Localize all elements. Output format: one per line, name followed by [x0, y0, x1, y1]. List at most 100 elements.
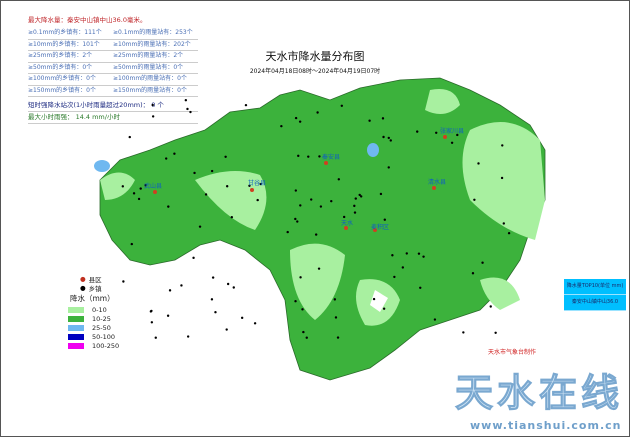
town-marker	[382, 307, 386, 310]
town-marker	[226, 282, 230, 286]
short-heavy-rain: 短时强降水站次(1小时雨量超过20mm)： 0 个	[28, 100, 198, 112]
town-marker	[232, 286, 235, 289]
town-marker	[401, 266, 405, 269]
town-marker	[121, 185, 125, 188]
town-marker	[224, 155, 227, 159]
stats-cell: ≥10mm的乡镇有：101个	[28, 40, 100, 48]
town-marker	[168, 289, 172, 292]
town-marker	[294, 189, 298, 192]
top10-item: 秦安中山镇中山36.0	[564, 295, 626, 310]
stats-cell: ≥25mm的雨量站有：2个	[113, 52, 184, 59]
town-marker	[307, 155, 310, 158]
town-marker	[387, 136, 390, 140]
stats-cell: ≥10mm的雨量站有：202个	[113, 40, 191, 48]
town-marker-icon: ●	[80, 283, 86, 292]
town-marker	[189, 110, 192, 114]
county-marker	[324, 161, 328, 165]
legend-item: 100-250	[68, 341, 119, 350]
town-marker	[240, 316, 244, 320]
town-marker	[433, 318, 437, 321]
legend-label: 0-10	[92, 305, 107, 314]
town-marker	[149, 310, 153, 313]
legend-swatch	[68, 315, 84, 322]
town-marker	[297, 154, 300, 158]
town-marker	[507, 231, 511, 235]
town-marker	[314, 233, 318, 236]
legend-town: 乡镇	[88, 284, 102, 293]
town-marker	[494, 331, 497, 334]
town-marker	[294, 300, 297, 303]
town-marker	[353, 211, 357, 214]
town-marker	[319, 205, 323, 208]
town-marker	[502, 222, 505, 225]
town-marker	[417, 252, 421, 255]
town-marker	[180, 284, 183, 287]
stats-row: ≥10mm的乡镇有：101个 ≥10mm的雨量站有：202个	[28, 40, 198, 51]
county-label: 武山县	[144, 183, 163, 190]
legend-item: 50-100	[68, 332, 119, 341]
stats-cell: ≥150mm的雨量站有：0个	[113, 86, 187, 94]
stats-cell: ≥50mm的乡镇有：0个	[28, 63, 93, 71]
town-marker	[353, 204, 356, 208]
town-marker	[137, 197, 141, 201]
town-marker	[481, 261, 484, 264]
town-marker	[422, 255, 425, 258]
map-title: 天水市降水量分布图	[265, 50, 365, 63]
legend-swatch	[68, 324, 84, 331]
stats-row: ≥50mm的乡镇有：0个 ≥50mm的雨量站有：0个	[28, 63, 198, 74]
stats-row: ≥100mm的乡镇有：0个 ≥100mm的雨量站有：0个	[28, 74, 198, 86]
watermark-logo: 天水在线	[454, 371, 624, 416]
stats-cell: ≥0.1mm的雨量站有：253个	[113, 29, 193, 36]
town-marker	[280, 124, 283, 128]
county-marker	[373, 228, 377, 232]
town-marker	[333, 298, 337, 301]
town-marker	[473, 198, 476, 201]
town-marker	[359, 195, 363, 198]
legend-label: 25-50	[92, 323, 111, 332]
county-marker	[443, 135, 447, 139]
county-marker	[432, 186, 436, 190]
legend: ● 县区 ● 乡镇 降水（mm） 0-10 10-25 25-50 50-100 100-2…	[68, 274, 119, 350]
town-marker	[286, 230, 289, 234]
watermark-url: www.tianshui.com.cn	[470, 419, 622, 432]
top10-panel: 降水量TOP10(单位 mm) 秦安中山镇中山36.0武山桦林镇朱家湾28.8秦…	[564, 279, 626, 311]
town-marker	[302, 330, 305, 334]
legend-item: 10-25	[68, 314, 119, 323]
town-marker	[393, 275, 396, 279]
town-marker	[419, 286, 422, 289]
stats-cell: ≥100mm的乡镇有：0个	[28, 75, 96, 82]
town-marker	[391, 254, 394, 257]
town-marker	[337, 178, 341, 181]
town-marker	[210, 298, 214, 301]
town-marker	[317, 267, 321, 270]
town-marker	[186, 335, 190, 338]
legend-swatch	[68, 342, 84, 349]
legend-title: 降水（mm）	[70, 294, 115, 303]
region-0-10	[100, 172, 135, 200]
town-marker	[144, 184, 147, 187]
town-marker	[294, 217, 297, 221]
county-label: 麦积区	[371, 224, 390, 231]
county-marker-icon: ●	[80, 274, 86, 283]
town-marker	[471, 272, 475, 275]
town-marker	[405, 252, 408, 255]
town-marker	[150, 321, 154, 324]
region-25-50	[367, 143, 379, 157]
legend-item: 0-10	[68, 305, 119, 314]
stats-panel: 最大降水量：秦安中山镇中山36.0毫米。 ≥0.1mm的乡镇有：111个 ≥0.1…	[28, 14, 198, 124]
town-marker	[354, 197, 357, 200]
town-marker	[230, 215, 234, 219]
town-marker	[192, 256, 195, 260]
town-marker	[298, 120, 302, 123]
town-marker	[316, 111, 319, 114]
town-marker	[186, 107, 189, 111]
town-marker	[381, 117, 385, 120]
county-label: 清水县	[428, 179, 447, 186]
town-marker	[256, 198, 259, 202]
legend-label: 100-250	[92, 341, 120, 350]
town-marker	[184, 99, 188, 102]
town-marker	[244, 103, 248, 107]
town-marker	[210, 169, 214, 173]
town-marker	[299, 276, 302, 279]
